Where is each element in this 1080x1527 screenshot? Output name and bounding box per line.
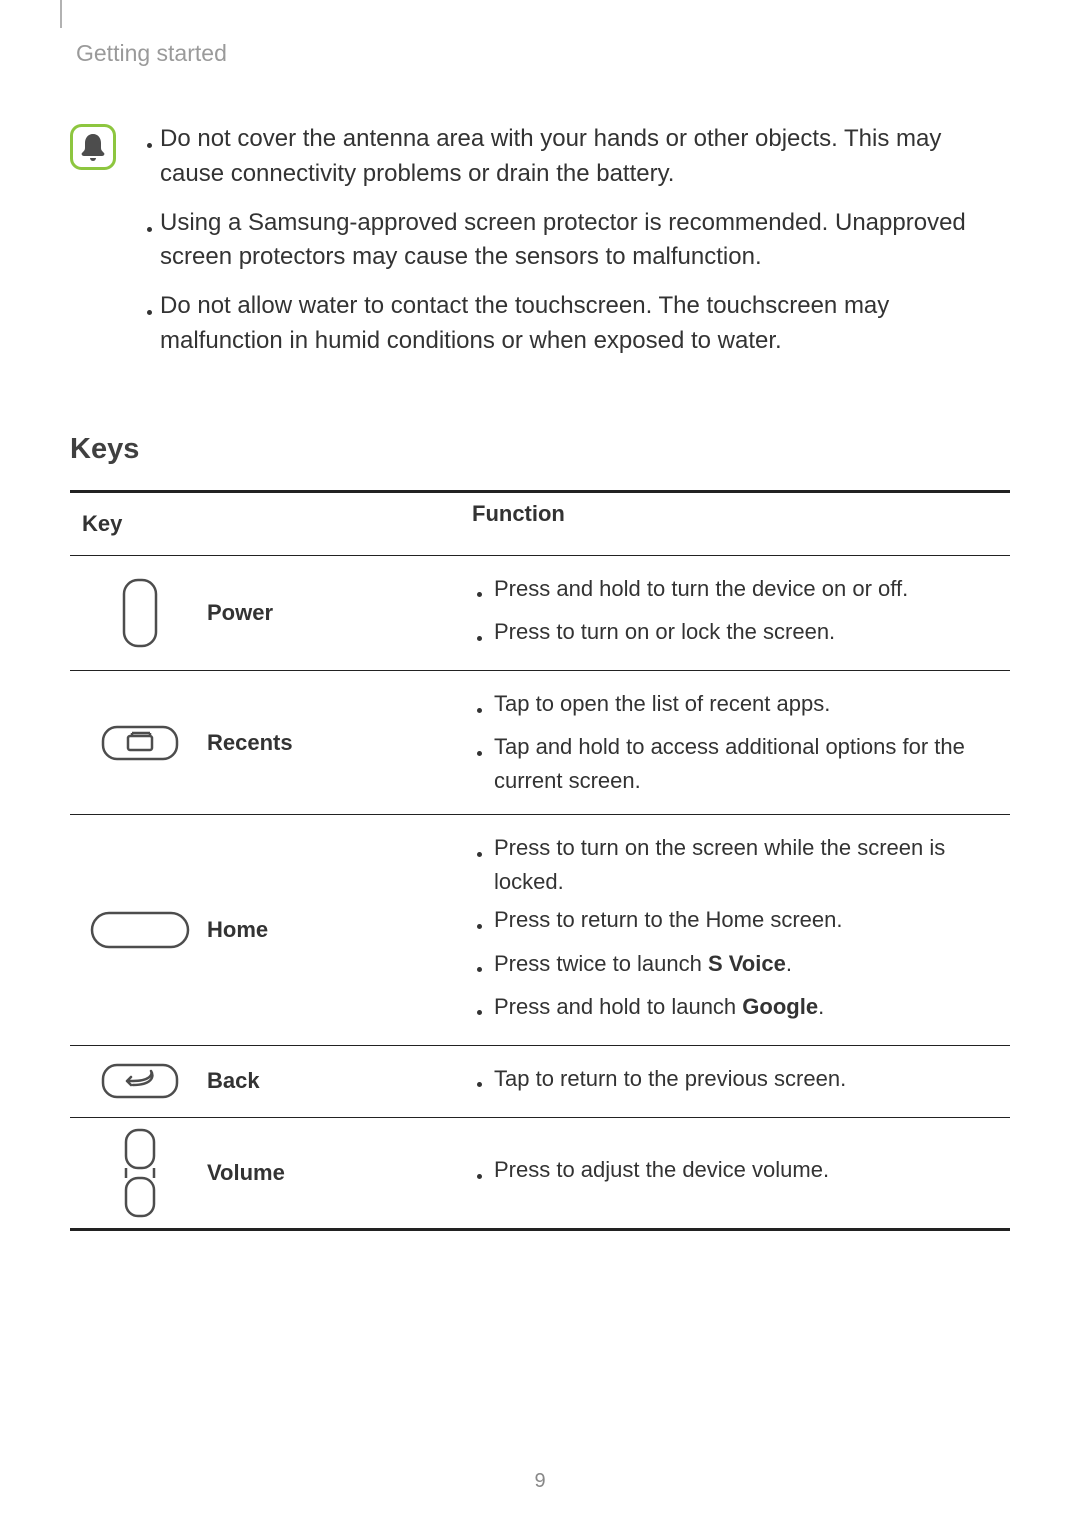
function-item: Press to turn on the screen while the sc…: [464, 831, 1002, 899]
home-key-icon: [82, 911, 197, 949]
function-text: Press and hold to turn the device on or …: [494, 572, 1002, 611]
key-label: Volume: [197, 1160, 285, 1186]
recents-key-icon: [82, 725, 197, 761]
function-text: Tap and hold to access additional option…: [494, 730, 1002, 798]
table-header: Key Function: [70, 493, 1010, 556]
header-tick: [60, 0, 62, 28]
key-cell: Back: [70, 1053, 460, 1109]
key-label: Power: [197, 600, 273, 626]
bullet-icon: [464, 990, 494, 1029]
function-text: Tap to return to the previous screen.: [494, 1062, 1002, 1101]
bullet-icon: [464, 947, 494, 986]
function-item: Tap to open the list of recent apps.: [464, 687, 1002, 726]
note-text: Do not allow water to contact the touchs…: [160, 289, 1010, 359]
page-number: 9: [0, 1470, 1080, 1493]
note-item: Using a Samsung-approved screen protecto…: [138, 206, 1010, 276]
bullet-icon: [464, 831, 494, 899]
function-cell: Press to adjust the device volume.: [460, 1137, 1010, 1208]
bullet-icon: [464, 903, 494, 942]
function-item: Press and hold to turn the device on or …: [464, 572, 1002, 611]
note-text: Do not cover the antenna area with your …: [160, 122, 1010, 192]
function-item: Press twice to launch S Voice.: [464, 947, 1002, 986]
note-item: Do not allow water to contact the touchs…: [138, 289, 1010, 359]
bullet-icon: [464, 1153, 494, 1192]
key-cell: Recents: [70, 715, 460, 771]
function-text: Press twice to launch S Voice.: [494, 947, 1002, 986]
note-list: Do not cover the antenna area with your …: [138, 122, 1010, 373]
note-text: Using a Samsung-approved screen protecto…: [160, 206, 1010, 276]
page: Getting started Do not cover the antenna…: [0, 0, 1080, 1527]
keys-table: Key Function Power Press and hold to turn…: [70, 490, 1010, 1231]
power-key-icon: [82, 578, 197, 648]
function-text: Press to turn on or lock the screen.: [494, 615, 1002, 654]
note-icon: [70, 124, 116, 175]
function-item: Press to adjust the device volume.: [464, 1153, 1002, 1192]
function-item: Press and hold to launch Google.: [464, 990, 1002, 1029]
note-block: Do not cover the antenna area with your …: [70, 122, 1010, 373]
function-item: Press to turn on or lock the screen.: [464, 615, 1002, 654]
running-head: Getting started: [76, 40, 1010, 67]
header-function: Function: [460, 501, 1010, 547]
key-cell: Volume: [70, 1118, 460, 1228]
function-item: Tap to return to the previous screen.: [464, 1062, 1002, 1101]
function-item: Tap and hold to access additional option…: [464, 730, 1002, 798]
note-item: Do not cover the antenna area with your …: [138, 122, 1010, 192]
function-text: Tap to open the list of recent apps.: [494, 687, 1002, 726]
bullet-icon: [138, 289, 160, 359]
function-cell: Tap to return to the previous screen.: [460, 1046, 1010, 1117]
table-row: Volume Press to adjust the device volume.: [70, 1117, 1010, 1228]
bullet-icon: [464, 687, 494, 726]
bullet-icon: [464, 615, 494, 654]
key-cell: Home: [70, 901, 460, 959]
header-key: Key: [70, 501, 460, 547]
bullet-icon: [464, 572, 494, 611]
key-label: Back: [197, 1068, 260, 1094]
key-label: Home: [197, 917, 268, 943]
key-label: Recents: [197, 730, 293, 756]
function-cell: Press to turn on the screen while the sc…: [460, 815, 1010, 1044]
back-key-icon: [82, 1063, 197, 1099]
function-cell: Press and hold to turn the device on or …: [460, 556, 1010, 670]
function-text: Press to turn on the screen while the sc…: [494, 831, 1002, 899]
bullet-icon: [138, 206, 160, 276]
bullet-icon: [464, 1062, 494, 1101]
section-title: Keys: [70, 433, 1010, 466]
function-item: Press to return to the Home screen.: [464, 903, 1002, 942]
function-text: Press to return to the Home screen.: [494, 903, 1002, 942]
table-row: Home Press to turn on the screen while th…: [70, 814, 1010, 1044]
table-row: Recents Tap to open the list of recent ap…: [70, 670, 1010, 814]
table-body: Power Press and hold to turn the device o…: [70, 556, 1010, 1228]
bullet-icon: [464, 730, 494, 798]
table-row: Back Tap to return to the previous screen…: [70, 1045, 1010, 1117]
function-text: Press and hold to launch Google.: [494, 990, 1002, 1029]
volume-key-icon: [82, 1128, 197, 1218]
key-cell: Power: [70, 568, 460, 658]
function-cell: Tap to open the list of recent apps. Tap …: [460, 671, 1010, 814]
bullet-icon: [138, 122, 160, 192]
function-text: Press to adjust the device volume.: [494, 1153, 1002, 1192]
table-row: Power Press and hold to turn the device o…: [70, 556, 1010, 670]
